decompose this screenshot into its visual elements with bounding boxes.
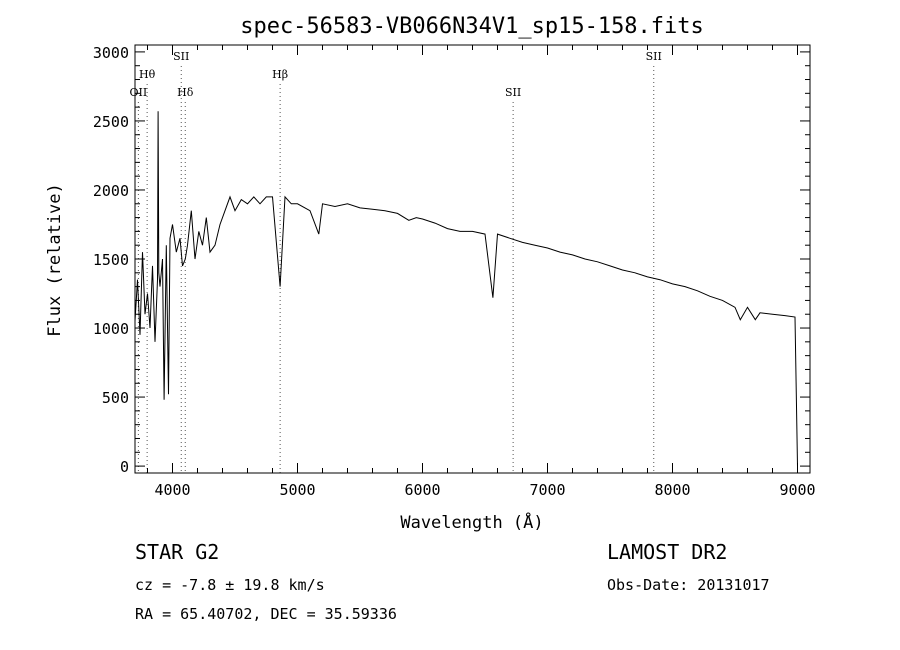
redshift-text: cz = -7.8 ± 19.8 km/s <box>135 576 325 594</box>
x-tick-label: 8000 <box>654 481 690 499</box>
y-tick-label: 3000 <box>93 44 129 62</box>
survey-label: LAMOST DR2 <box>607 540 728 564</box>
line-marker-label: Hδ <box>177 86 194 99</box>
x-tick-label: 7000 <box>529 481 565 499</box>
obs-date: Obs-Date: 20131017 <box>607 576 770 594</box>
y-tick-label: 1500 <box>93 251 129 269</box>
plot-frame <box>134 44 811 474</box>
object-class: STAR G2 <box>135 540 220 564</box>
y-tick-label: 2500 <box>93 113 129 131</box>
x-tick-label: 4000 <box>154 481 190 499</box>
x-tick-label: 9000 <box>779 481 815 499</box>
y-axis-label: Flux (relative) <box>45 183 65 337</box>
x-tick-label: 6000 <box>404 481 440 499</box>
line-marker-label: SII <box>173 50 189 63</box>
chart-title: spec-56583-VB066N34V1_sp15-158.fits <box>240 14 704 39</box>
plot-axes: 4000 5000 6000 7000 8000 9000 0 500 1000 1500 2000… <box>93 44 816 499</box>
y-tick-label: 1000 <box>93 320 129 338</box>
line-marker-label: Hβ <box>272 68 288 81</box>
line-marker-label: Hθ <box>139 68 156 81</box>
line-marker-label: OII <box>130 86 148 99</box>
line-marker-label: SII <box>505 86 521 99</box>
y-tick-label: 2000 <box>93 182 129 200</box>
line-marker-label: SII <box>646 50 662 63</box>
y-tick-label: 500 <box>102 389 129 407</box>
coordinates: RA = 65.40702, DEC = 35.59336 <box>135 605 397 623</box>
x-axis-label: Wavelength (Å) <box>400 511 543 533</box>
emission-line-markers: OII Hθ SII Hδ Hβ SII SII <box>130 50 662 473</box>
spectrum-line <box>134 111 798 467</box>
y-tick-label: 0 <box>120 458 129 476</box>
x-tick-label: 5000 <box>279 481 315 499</box>
